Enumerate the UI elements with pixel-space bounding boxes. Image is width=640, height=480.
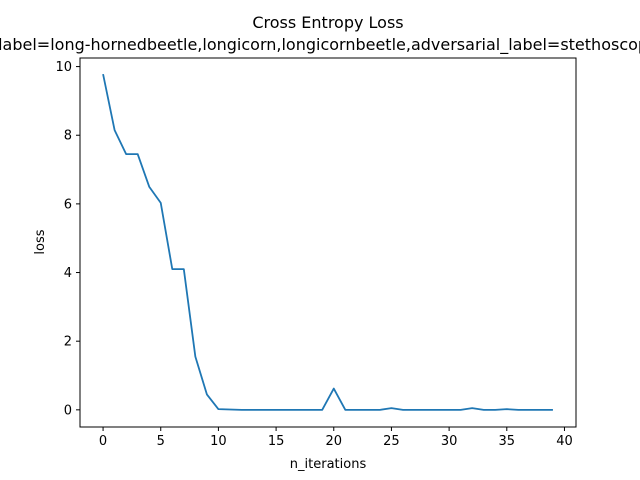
chart-title: Cross Entropy Loss <box>252 13 403 32</box>
x-tick-label: 25 <box>383 434 400 449</box>
x-tick-label: 35 <box>499 434 516 449</box>
y-axis-label: loss <box>33 229 48 254</box>
x-axis-label: n_iterations <box>290 457 367 472</box>
x-tick-label: 0 <box>99 434 107 449</box>
plot-area <box>102 73 553 411</box>
x-tick-label: 20 <box>325 434 342 449</box>
x-tick-label: 5 <box>157 434 165 449</box>
y-tick-label: 4 <box>64 266 72 281</box>
y-tick-label: 8 <box>64 129 72 144</box>
x-tick-label: 15 <box>268 434 285 449</box>
x-tick-label: 30 <box>441 434 458 449</box>
y-tick-label: 10 <box>55 60 72 75</box>
series-line <box>102 73 553 411</box>
chart-subtitle: label=long-hornedbeetle,longicorn,longic… <box>0 35 640 55</box>
y-axis: 0 2 4 6 8 10 <box>55 60 80 418</box>
x-tick-label: 10 <box>210 434 227 449</box>
y-tick-label: 0 <box>64 403 72 418</box>
x-axis: 0 5 10 15 20 25 30 35 40 <box>99 427 573 449</box>
y-tick-label: 2 <box>64 335 72 350</box>
x-tick-label: 40 <box>556 434 573 449</box>
plot-frame <box>79 57 577 428</box>
y-tick-label: 6 <box>64 197 72 212</box>
